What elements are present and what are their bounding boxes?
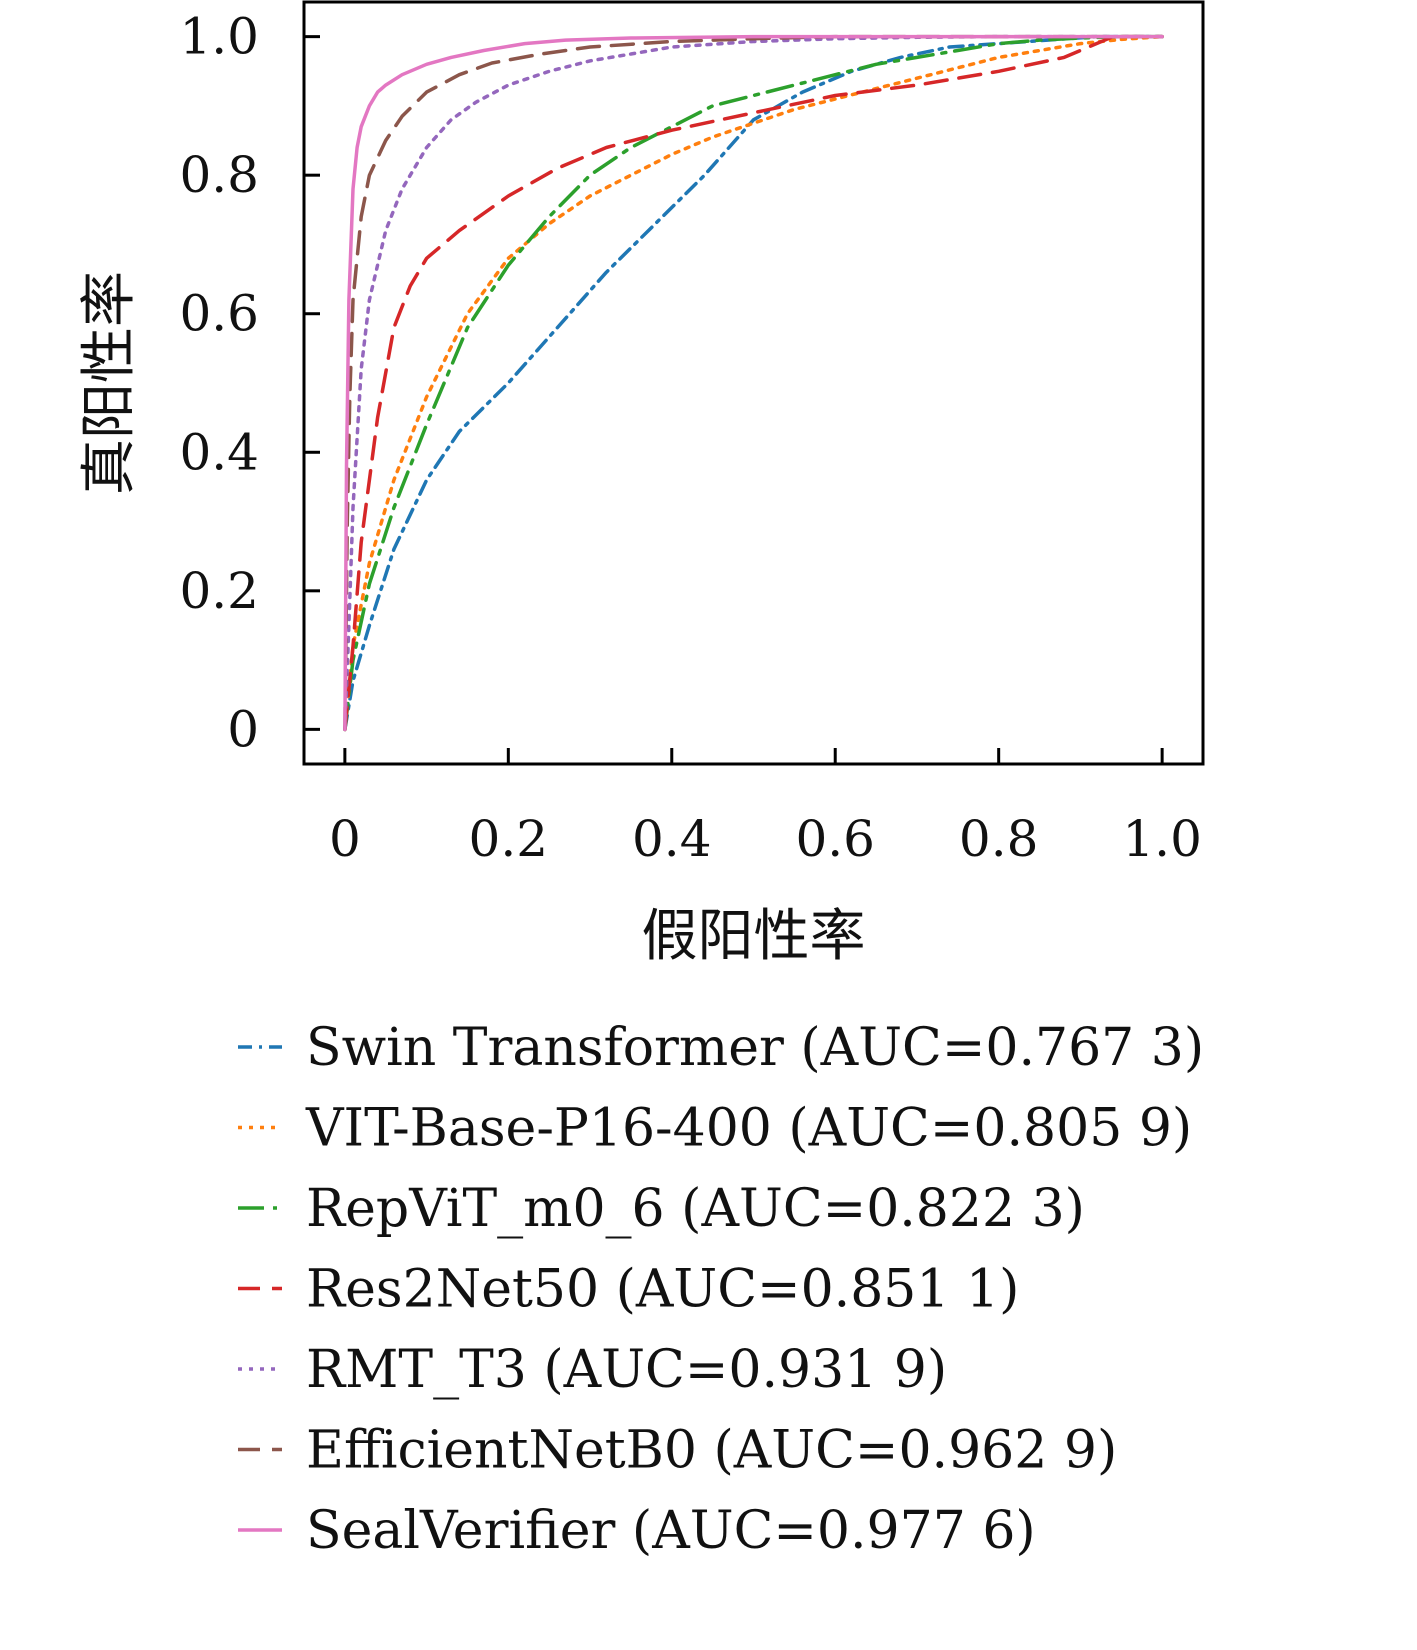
y-tick-label: 0.2 xyxy=(179,562,259,620)
y-axis-title: 真阳性率 xyxy=(77,271,142,495)
legend-label-res2net50: Res2Net50 (AUC=0.851 1) xyxy=(306,1260,1019,1320)
curve-rmt-t3 xyxy=(343,34,1164,732)
x-tick-label: 0.8 xyxy=(959,810,1039,868)
legend-label-sealverifier: SealVerifier (AUC=0.977 6) xyxy=(306,1501,1036,1561)
legend: Swin Transformer (AUC=0.767 3) VIT-Base-P… xyxy=(238,1018,1204,1561)
y-tick-label: 1.0 xyxy=(179,8,259,66)
curve-repvit-m0-6 xyxy=(343,34,1164,732)
x-tick-label: 0.6 xyxy=(795,810,875,868)
x-axis-title: 假阳性率 xyxy=(642,904,866,969)
axis-ticks: 0 0.2 0.4 0.6 0.8 1.0 0 0.2 0.4 0.6 0.8 1.0 xyxy=(179,8,1201,868)
curve-vit-base-p16-400 xyxy=(343,34,1164,732)
legend-label-swin-transformer: Swin Transformer (AUC=0.767 3) xyxy=(306,1018,1204,1078)
y-tick-label: 0.4 xyxy=(179,423,259,481)
curve-sealverifier xyxy=(343,34,1164,732)
x-tick-label: 0.2 xyxy=(469,810,549,868)
x-tick-label: 0 xyxy=(329,810,361,868)
legend-label-repvit-m0-6: RepViT_m0_6 (AUC=0.822 3) xyxy=(306,1179,1085,1239)
x-tick-label: 1.0 xyxy=(1122,810,1202,868)
y-tick-label: 0 xyxy=(227,700,259,758)
x-tick-label: 0.4 xyxy=(632,810,712,868)
roc-curves xyxy=(343,34,1164,732)
y-tick-label: 0.6 xyxy=(179,285,259,343)
y-tick-label: 0.8 xyxy=(179,146,259,204)
plot-frame xyxy=(302,0,1205,766)
legend-label-efficientnetb0: EfficientNetB0 (AUC=0.962 9) xyxy=(306,1421,1117,1481)
curve-swin-transformer xyxy=(343,34,1164,732)
legend-label-vit-base-p16-400: VIT-Base-P16-400 (AUC=0.805 9) xyxy=(305,1099,1192,1159)
curve-res2net50 xyxy=(343,34,1164,732)
curve-efficientnetb0 xyxy=(343,34,1164,732)
legend-label-rmt-t3: RMT_T3 (AUC=0.931 9) xyxy=(306,1340,947,1400)
